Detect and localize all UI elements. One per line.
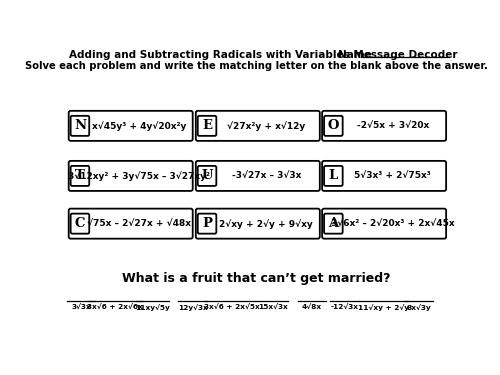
Text: -12√3x: -12√3x bbox=[330, 304, 358, 310]
Text: C: C bbox=[74, 217, 85, 230]
Text: 11xy√5y: 11xy√5y bbox=[135, 304, 170, 311]
Text: -3√27x – 3√3x: -3√27x – 3√3x bbox=[232, 171, 301, 180]
Text: L: L bbox=[328, 170, 338, 182]
FancyBboxPatch shape bbox=[70, 166, 89, 186]
Text: 5√3x³ + 2√75x³: 5√3x³ + 2√75x³ bbox=[354, 171, 431, 180]
Text: A: A bbox=[328, 217, 338, 230]
FancyBboxPatch shape bbox=[322, 161, 446, 191]
Text: 3x√6 + 2x√5x: 3x√6 + 2x√5x bbox=[204, 304, 260, 310]
FancyBboxPatch shape bbox=[198, 214, 216, 234]
FancyBboxPatch shape bbox=[68, 161, 192, 191]
Text: 11√xy + 2√y: 11√xy + 2√y bbox=[358, 304, 409, 311]
Text: E: E bbox=[202, 119, 212, 132]
FancyBboxPatch shape bbox=[322, 209, 446, 238]
Text: 2√xy + 2√y + 9√xy: 2√xy + 2√y + 9√xy bbox=[220, 219, 313, 228]
FancyBboxPatch shape bbox=[196, 209, 320, 238]
Text: O: O bbox=[328, 119, 339, 132]
FancyBboxPatch shape bbox=[324, 116, 342, 136]
FancyBboxPatch shape bbox=[70, 116, 89, 136]
Text: T: T bbox=[75, 170, 85, 182]
Text: x√45y³ + 4y√20x²y: x√45y³ + 4y√20x²y bbox=[92, 121, 186, 131]
Text: 3√12xy² + 3y√75x – 3√27xy²: 3√12xy² + 3y√75x – 3√27xy² bbox=[68, 171, 210, 181]
Text: P: P bbox=[202, 217, 212, 230]
Text: What is a fruit that can’t get married?: What is a fruit that can’t get married? bbox=[122, 272, 390, 285]
Text: 12y√3x: 12y√3x bbox=[178, 304, 208, 311]
Text: √75x – 2√27x + √48x: √75x – 2√27x + √48x bbox=[87, 219, 191, 228]
Text: 3√3x: 3√3x bbox=[72, 304, 91, 310]
FancyBboxPatch shape bbox=[68, 111, 192, 141]
FancyBboxPatch shape bbox=[324, 166, 342, 186]
Text: Solve each problem and write the matching letter on the blank above the answer.: Solve each problem and write the matchin… bbox=[25, 61, 487, 71]
Text: Adding and Subtracting Radicals with Variables Message Decoder: Adding and Subtracting Radicals with Var… bbox=[68, 50, 457, 60]
Text: Name: Name bbox=[338, 50, 372, 60]
FancyBboxPatch shape bbox=[324, 214, 342, 234]
FancyBboxPatch shape bbox=[198, 116, 216, 136]
Text: U: U bbox=[202, 170, 213, 182]
Text: N: N bbox=[74, 119, 86, 132]
FancyBboxPatch shape bbox=[196, 111, 320, 141]
FancyBboxPatch shape bbox=[70, 214, 89, 234]
Text: 8x√3y: 8x√3y bbox=[406, 304, 432, 311]
FancyBboxPatch shape bbox=[322, 111, 446, 141]
FancyBboxPatch shape bbox=[196, 161, 320, 191]
Text: 3√6x² – 2√20x³ + 2x√45x: 3√6x² – 2√20x³ + 2x√45x bbox=[331, 219, 454, 228]
FancyBboxPatch shape bbox=[68, 209, 192, 238]
Text: √27x²y + x√12y: √27x²y + x√12y bbox=[227, 121, 306, 131]
Text: 15x√3x: 15x√3x bbox=[258, 304, 288, 310]
Text: -2√5x + 3√20x: -2√5x + 3√20x bbox=[356, 122, 429, 130]
Text: 4√8x: 4√8x bbox=[302, 304, 322, 310]
Text: 3x√6 + 2x√6x: 3x√6 + 2x√6x bbox=[88, 304, 143, 310]
FancyBboxPatch shape bbox=[198, 166, 216, 186]
